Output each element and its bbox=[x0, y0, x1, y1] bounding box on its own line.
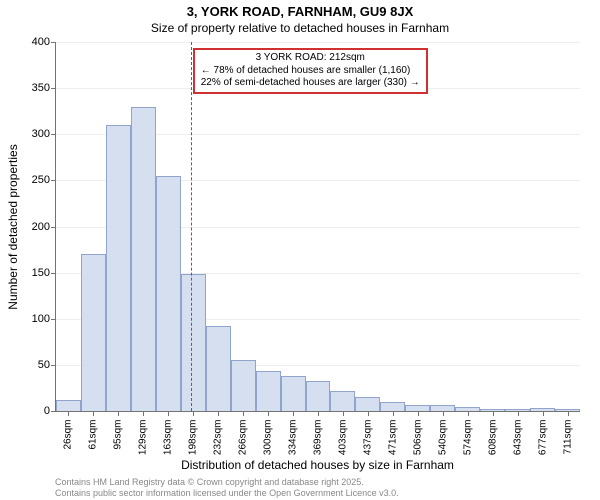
chart-title: 3, YORK ROAD, FARNHAM, GU9 8JX bbox=[0, 4, 600, 19]
x-tick bbox=[518, 411, 519, 416]
chart-subtitle: Size of property relative to detached ho… bbox=[0, 21, 600, 35]
x-tick-label: 232sqm bbox=[213, 420, 224, 460]
histogram-bar bbox=[56, 400, 81, 411]
x-tick bbox=[368, 411, 369, 416]
y-tick bbox=[51, 134, 56, 135]
x-tick bbox=[468, 411, 469, 416]
x-tick bbox=[243, 411, 244, 416]
x-tick bbox=[93, 411, 94, 416]
x-tick-label: 471sqm bbox=[387, 420, 398, 460]
y-tick-label: 100 bbox=[18, 313, 50, 325]
y-tick-label: 200 bbox=[18, 221, 50, 233]
x-tick bbox=[193, 411, 194, 416]
x-tick bbox=[293, 411, 294, 416]
x-tick-label: 574sqm bbox=[462, 420, 473, 460]
y-tick-label: 350 bbox=[18, 82, 50, 94]
x-tick-label: 198sqm bbox=[188, 420, 199, 460]
y-tick-label: 250 bbox=[18, 174, 50, 186]
x-tick bbox=[343, 411, 344, 416]
x-tick bbox=[568, 411, 569, 416]
x-tick-label: 437sqm bbox=[362, 420, 373, 460]
y-tick bbox=[51, 273, 56, 274]
x-tick bbox=[418, 411, 419, 416]
x-tick-label: 26sqm bbox=[63, 420, 74, 460]
histogram-bar bbox=[380, 402, 405, 411]
x-tick bbox=[268, 411, 269, 416]
x-tick-label: 506sqm bbox=[412, 420, 423, 460]
x-tick-label: 608sqm bbox=[487, 420, 498, 460]
reference-line bbox=[191, 42, 192, 411]
footer-attribution: Contains HM Land Registry data © Crown c… bbox=[55, 477, 399, 498]
x-tick bbox=[443, 411, 444, 416]
annotation-line: 22% of semi-detached houses are larger (… bbox=[201, 77, 420, 90]
histogram-bar bbox=[256, 371, 281, 411]
x-tick bbox=[543, 411, 544, 416]
x-tick bbox=[143, 411, 144, 416]
histogram-bar bbox=[106, 125, 131, 411]
x-axis-label: Distribution of detached houses by size … bbox=[55, 458, 580, 472]
x-tick-label: 95sqm bbox=[113, 420, 124, 460]
y-tick bbox=[51, 42, 56, 43]
x-tick bbox=[68, 411, 69, 416]
histogram-bar bbox=[355, 397, 380, 411]
y-tick bbox=[51, 411, 56, 412]
x-tick-label: 163sqm bbox=[163, 420, 174, 460]
footer-line: Contains public sector information licen… bbox=[55, 488, 399, 498]
annotation-box: 3 YORK ROAD: 212sqm ← 78% of detached ho… bbox=[193, 48, 428, 94]
y-tick bbox=[51, 88, 56, 89]
x-tick-label: 61sqm bbox=[88, 420, 99, 460]
histogram-bar bbox=[206, 326, 231, 411]
histogram-bar bbox=[306, 381, 331, 411]
y-tick-label: 50 bbox=[18, 359, 50, 371]
x-tick-label: 129sqm bbox=[138, 420, 149, 460]
footer-line: Contains HM Land Registry data © Crown c… bbox=[55, 477, 399, 487]
chart-container: 3, YORK ROAD, FARNHAM, GU9 8JX Size of p… bbox=[0, 0, 600, 500]
x-tick-label: 677sqm bbox=[537, 420, 548, 460]
histogram-bar bbox=[181, 274, 206, 411]
x-tick bbox=[118, 411, 119, 416]
histogram-bar bbox=[330, 391, 355, 411]
y-tick bbox=[51, 180, 56, 181]
x-tick-label: 540sqm bbox=[437, 420, 448, 460]
gridline bbox=[56, 42, 580, 43]
y-tick-label: 0 bbox=[18, 405, 50, 417]
y-tick bbox=[51, 227, 56, 228]
histogram-bar bbox=[231, 360, 256, 411]
x-tick bbox=[218, 411, 219, 416]
y-tick-label: 300 bbox=[18, 128, 50, 140]
x-tick-label: 403sqm bbox=[337, 420, 348, 460]
y-tick bbox=[51, 365, 56, 366]
y-tick-label: 150 bbox=[18, 267, 50, 279]
histogram-bar bbox=[81, 254, 106, 411]
x-tick bbox=[318, 411, 319, 416]
x-tick bbox=[393, 411, 394, 416]
x-tick-label: 711sqm bbox=[562, 420, 573, 460]
histogram-bar bbox=[281, 376, 306, 411]
x-tick bbox=[493, 411, 494, 416]
y-tick-label: 400 bbox=[18, 36, 50, 48]
x-tick-label: 266sqm bbox=[238, 420, 249, 460]
histogram-bar bbox=[131, 107, 156, 411]
histogram-bar bbox=[156, 176, 181, 411]
annotation-line: ← 78% of detached houses are smaller (1,… bbox=[201, 65, 420, 78]
x-tick-label: 334sqm bbox=[288, 420, 299, 460]
x-tick-label: 369sqm bbox=[313, 420, 324, 460]
x-tick-label: 643sqm bbox=[512, 420, 523, 460]
y-tick bbox=[51, 319, 56, 320]
annotation-line: 3 YORK ROAD: 212sqm bbox=[201, 52, 420, 65]
x-tick-label: 300sqm bbox=[263, 420, 274, 460]
x-tick bbox=[168, 411, 169, 416]
plot-area: 05010015020025030035040026sqm61sqm95sqm1… bbox=[55, 42, 580, 412]
